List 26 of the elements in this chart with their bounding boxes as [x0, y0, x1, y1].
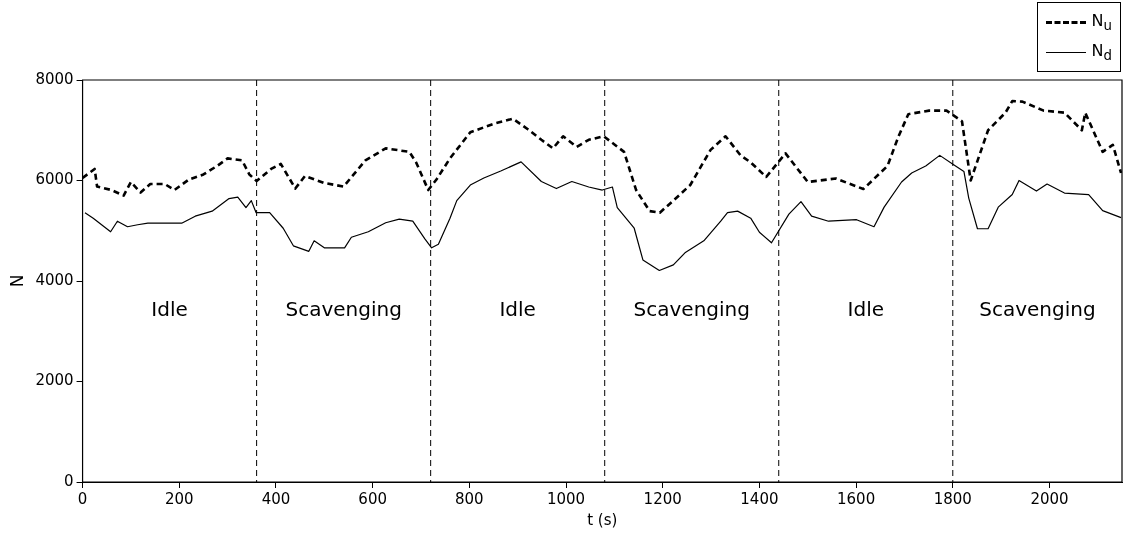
y-tick-label: 4000	[35, 270, 74, 289]
annotation: Idle	[847, 297, 884, 322]
y-tick-label: 8000	[35, 69, 74, 88]
y-tick-label: 0	[64, 471, 74, 490]
x-tick-label: 0	[77, 489, 88, 508]
annotation: Idle	[499, 297, 536, 322]
annotation: Scavenging	[285, 297, 402, 322]
x-tick-label: 2000	[1030, 489, 1069, 508]
x-axis-title: t (s)	[587, 510, 618, 529]
x-tick-label: 800	[455, 489, 484, 508]
annotation: Scavenging	[633, 297, 750, 322]
x-tick-label: 1000	[546, 489, 586, 508]
x-tick-label: 1800	[933, 489, 972, 508]
y-tick-label: 6000	[35, 170, 74, 189]
x-tick-label: 400	[261, 489, 291, 508]
x-tick-label: 200	[164, 489, 194, 508]
annotation: Scavenging	[979, 297, 1096, 322]
y-axis-title: N	[6, 274, 27, 288]
y-tick-label: 2000	[35, 371, 74, 390]
x-tick-label: 600	[358, 489, 387, 508]
x-tick-label: 1600	[837, 489, 876, 508]
x-tick-label: 1400	[740, 489, 779, 508]
annotation: Idle	[151, 297, 188, 322]
legend-label: N$_{u}$	[1091, 10, 1112, 34]
x-tick-label: 1200	[643, 489, 682, 508]
legend-label: N$_{d}$	[1091, 40, 1112, 64]
